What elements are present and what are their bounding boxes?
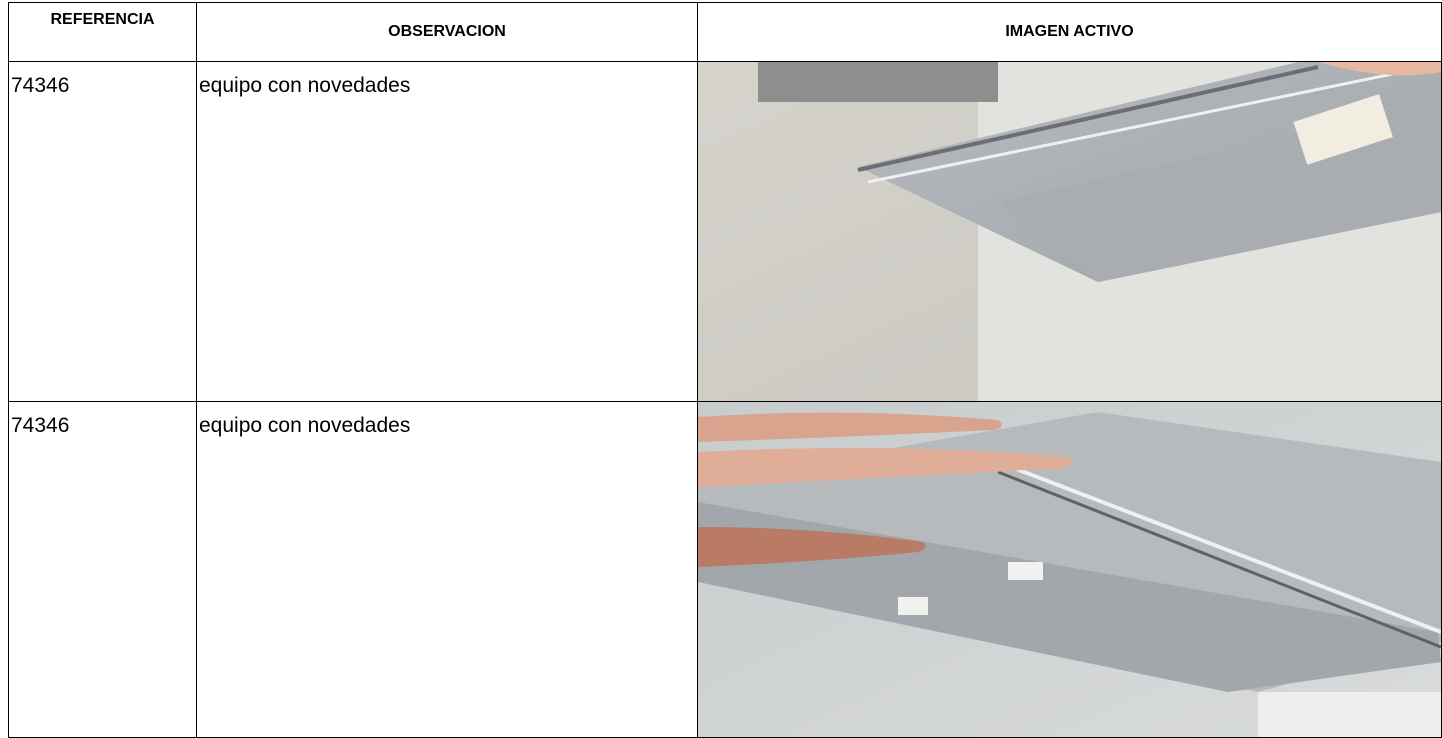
reference: 74346 [11,74,70,97]
photo [698,62,1441,401]
table-cell: 74346 [8,61,197,402]
table-cell: equipo con novedades [196,61,698,402]
column-header: IMAGEN ACTIVO [1005,23,1134,40]
observation: equipo con novedades [199,414,411,437]
reference: 74346 [11,414,70,437]
photo [698,402,1441,737]
column-header: REFERENCIA [50,11,155,28]
header-cell: REFERENCIA [8,2,197,62]
header-cell: IMAGEN ACTIVO [697,2,1442,62]
table-cell: equipo con novedades [196,401,698,738]
column-header: OBSERVACION [388,23,506,40]
table-cell: 74346 [8,401,197,738]
image-cell [697,401,1442,738]
image-cell [697,61,1442,402]
observation: equipo con novedades [199,74,411,97]
header-cell: OBSERVACION [196,2,698,62]
